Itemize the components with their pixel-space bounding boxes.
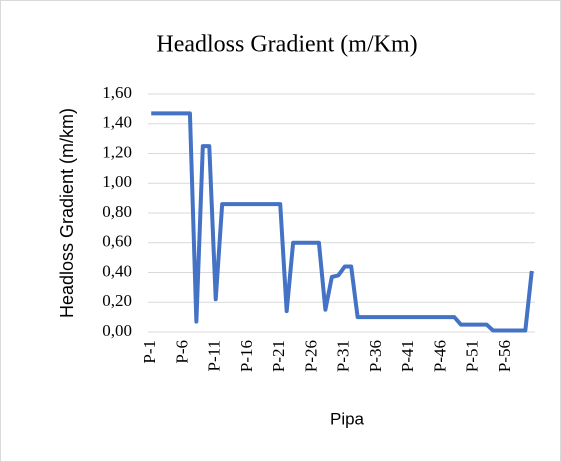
x-axis-label: Pipa: [330, 409, 365, 428]
x-tick-label: P-56: [495, 340, 514, 372]
y-tick-label: 1,20: [102, 142, 132, 161]
x-tick-label: P-21: [269, 340, 288, 372]
y-tick-label: 1,60: [102, 83, 132, 102]
x-tick-label: P-41: [398, 340, 417, 372]
x-tick-label: P-36: [366, 340, 385, 372]
y-axis-label: Headloss Gradient (m/km): [57, 108, 77, 318]
x-tick-label: P-11: [205, 340, 224, 372]
chart-title: Headloss Gradient (m/Km): [156, 32, 417, 58]
x-tick-label: P-1: [140, 340, 159, 364]
x-tick-label: P-6: [172, 340, 191, 364]
y-tick-label: 0,20: [102, 291, 132, 310]
y-tick-label: 0,40: [102, 261, 132, 280]
x-tick-label: P-51: [463, 340, 482, 372]
x-tick-label: P-31: [334, 340, 353, 372]
y-tick-label: 0,60: [102, 232, 132, 251]
y-tick-label: 1,00: [102, 172, 132, 191]
x-tick-label: P-26: [301, 340, 320, 372]
x-tick-label: P-46: [430, 340, 449, 372]
y-tick-label: 1,40: [102, 113, 132, 132]
y-tick-label: 0,00: [102, 321, 132, 340]
data-line: [151, 111, 534, 333]
y-tick-label: 0,80: [102, 202, 132, 221]
x-tick-label: P-16: [237, 340, 256, 372]
